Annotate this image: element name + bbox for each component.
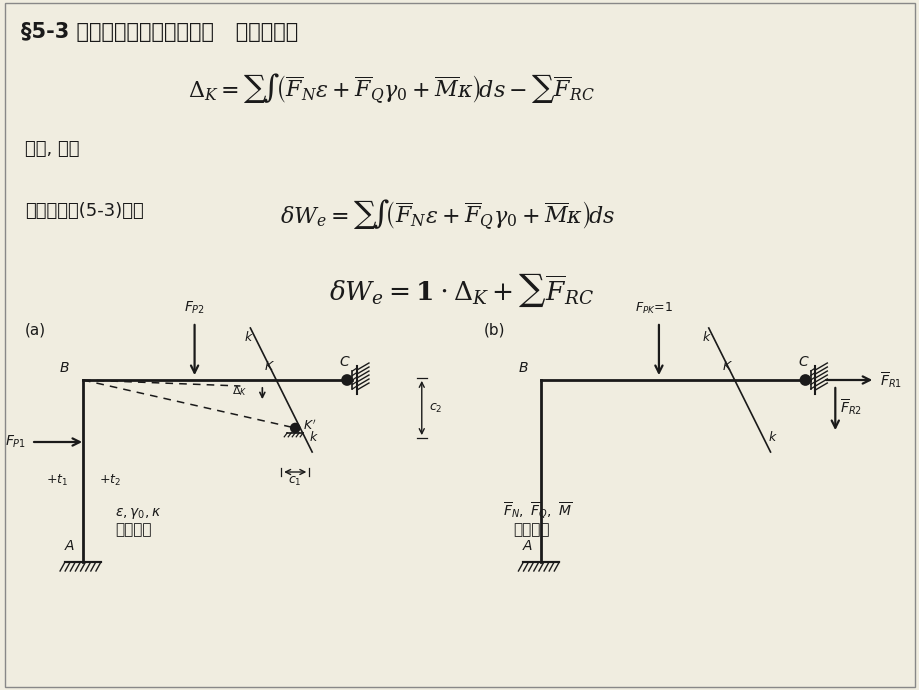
Text: $k$: $k$ (244, 330, 253, 344)
Text: $A$: $A$ (522, 539, 533, 553)
Text: $F_{P1}$: $F_{P1}$ (6, 434, 26, 450)
Text: $\varepsilon,\gamma_0,\kappa$: $\varepsilon,\gamma_0,\kappa$ (115, 506, 162, 521)
Text: $C$: $C$ (797, 355, 809, 369)
Text: $K$: $K$ (721, 360, 732, 373)
Text: $B$: $B$ (517, 361, 528, 375)
Text: $k$: $k$ (701, 330, 710, 344)
Text: $\overline{F}_{R1}$: $\overline{F}_{R1}$ (879, 370, 902, 390)
Text: $K'$: $K'$ (303, 419, 316, 433)
Text: (a): (a) (25, 322, 46, 337)
Text: 由虚功方程(5-3)有：: 由虚功方程(5-3)有： (25, 202, 143, 220)
Text: $\overline{F}_{R2}$: $\overline{F}_{R2}$ (839, 397, 861, 417)
Text: $K$: $K$ (264, 360, 275, 373)
Text: $A$: $A$ (63, 539, 75, 553)
Text: $F_{P2}$: $F_{P2}$ (184, 299, 205, 316)
Text: $B$: $B$ (60, 361, 70, 375)
Circle shape (342, 375, 352, 385)
Text: $c_2$: $c_2$ (428, 402, 442, 415)
Text: 虚拟状态: 虚拟状态 (513, 522, 550, 537)
Text: $c_1$: $c_1$ (289, 475, 301, 488)
Text: 实际状态: 实际状态 (115, 522, 152, 537)
Text: $F_{PK}\!=\!1$: $F_{PK}\!=\!1$ (634, 301, 673, 316)
Text: $k$: $k$ (309, 430, 319, 444)
Text: $+t_2$: $+t_2$ (99, 473, 120, 488)
Circle shape (800, 375, 810, 385)
Text: (b): (b) (483, 322, 505, 337)
Text: 于是, 得：: 于是, 得： (25, 140, 80, 158)
Text: $\delta W_e = \mathbf{1} \cdot \Delta_K + \sum \overline{F}_{RC}$: $\delta W_e = \mathbf{1} \cdot \Delta_K … (329, 272, 594, 309)
Text: $\delta W_e = \sum\!\int\!\left(\overline{F}_N\varepsilon + \overline{F}_Q\gamma: $\delta W_e = \sum\!\int\!\left(\overlin… (280, 198, 615, 233)
Text: $+t_1$: $+t_1$ (46, 473, 68, 488)
Text: $C$: $C$ (339, 355, 350, 369)
Text: §5-3 结构位移计算的一般公式   单位荷载法: §5-3 结构位移计算的一般公式 单位荷载法 (21, 22, 298, 42)
Text: $\overline{F}_N,\ \overline{F}_Q,\ \overline{M}$: $\overline{F}_N,\ \overline{F}_Q,\ \over… (503, 501, 572, 522)
Text: $\Delta_K = \sum\!\int\!\left(\overline{F}_N\varepsilon + \overline{F}_Q\gamma_0: $\Delta_K = \sum\!\int\!\left(\overline{… (187, 72, 594, 106)
Circle shape (290, 424, 300, 433)
Text: $k$: $k$ (766, 430, 777, 444)
Text: $\Delta_K$: $\Delta_K$ (232, 384, 247, 398)
